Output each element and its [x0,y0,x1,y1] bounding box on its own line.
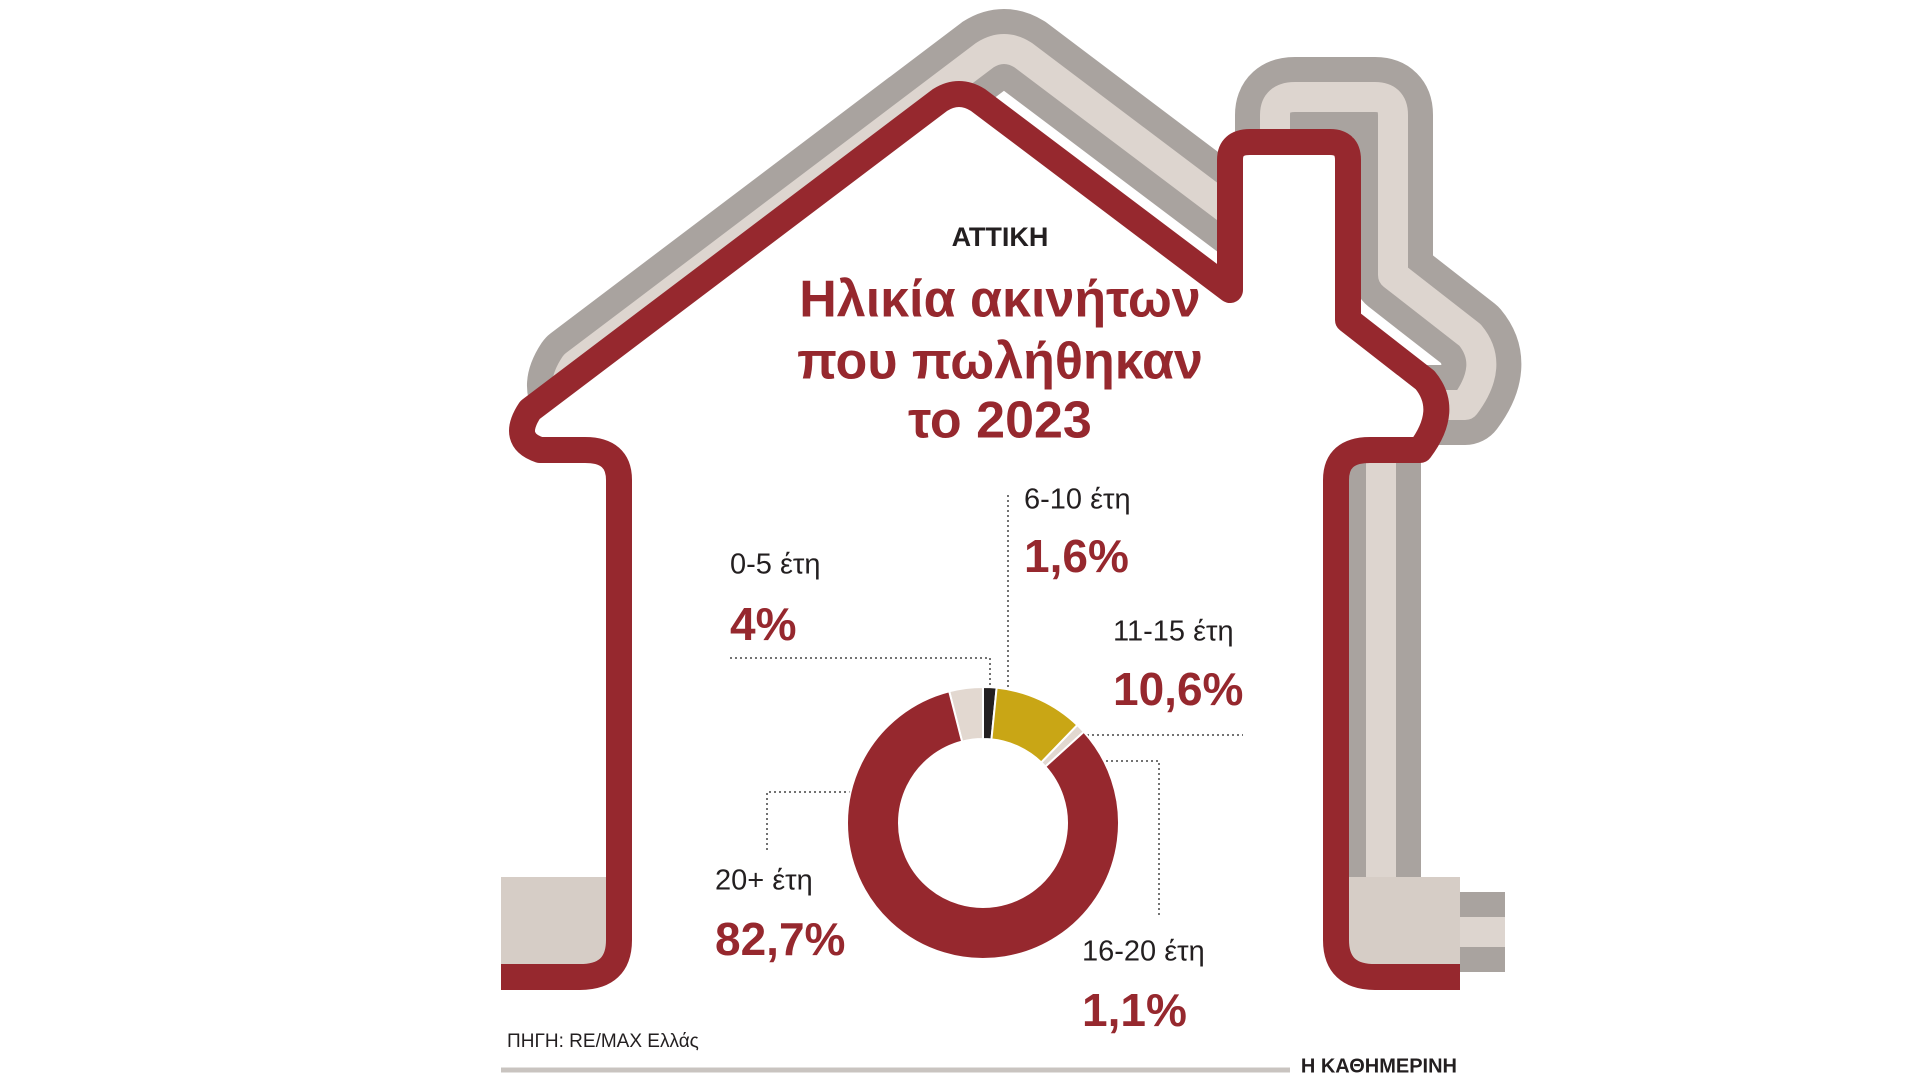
value-label: 4% [730,598,796,650]
title-line: Ηλικία ακινήτων [799,271,1200,329]
category-label: 20+ έτη [715,865,813,897]
source: ΠΗΓΗ: RE/MAX Ελλάς [507,1031,699,1052]
category-label: 6-10 έτη [1024,484,1131,516]
leader-line [730,657,991,687]
category-label: 16-20 έτη [1082,936,1205,968]
category-label: 0-5 έτη [730,549,820,581]
supertitle: ΑΤΤΙΚΗ [952,222,1049,252]
value-label: 1,1% [1082,984,1187,1036]
title-line: το 2023 [908,392,1092,450]
donut-slice [846,690,1120,960]
brand: Η ΚΑΘΗΜΕΡΙΝΗ [1301,1055,1457,1077]
value-label: 1,6% [1024,530,1129,582]
donut [846,685,1120,960]
title-line: που πωλήθηκαν [797,333,1203,391]
house-outline [501,81,1460,990]
leader-line [1076,760,1160,915]
value-label: 82,7% [715,913,845,965]
value-label: 10,6% [1113,663,1243,715]
category-label: 11-15 έτη [1113,616,1234,648]
